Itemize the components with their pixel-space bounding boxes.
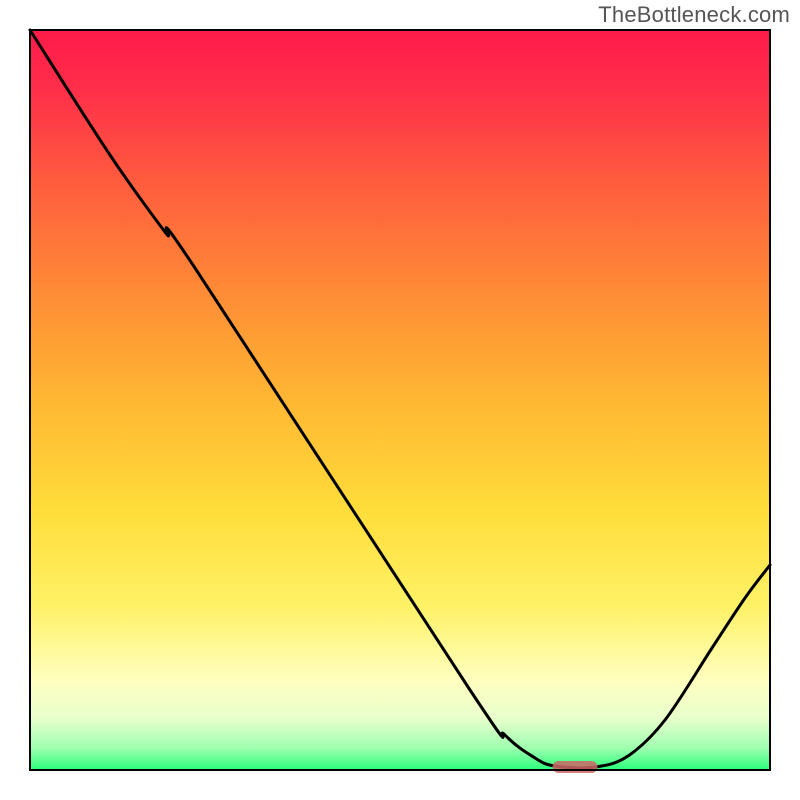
plot-background (30, 30, 770, 770)
highlight-marker (553, 761, 598, 773)
chart-container: TheBottleneck.com (0, 0, 800, 800)
watermark-text: TheBottleneck.com (598, 2, 790, 28)
chart-svg (0, 0, 800, 800)
